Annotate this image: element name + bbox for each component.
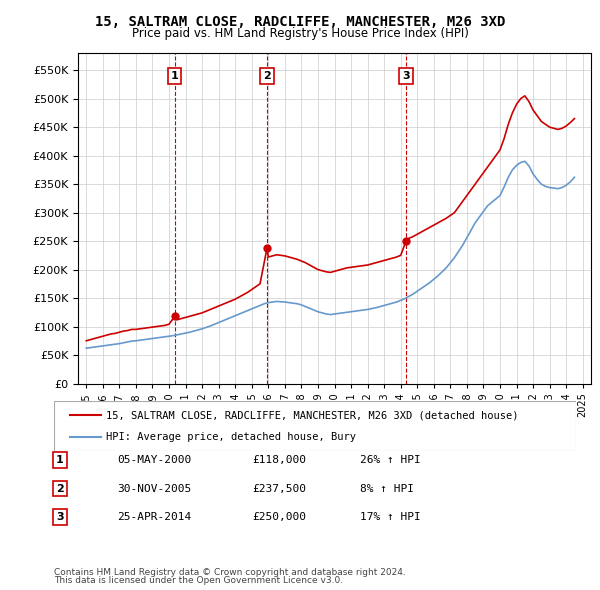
Text: 05-MAY-2000: 05-MAY-2000 [117, 455, 191, 465]
Text: HPI: Average price, detached house, Bury: HPI: Average price, detached house, Bury [106, 432, 356, 442]
Text: £250,000: £250,000 [252, 512, 306, 522]
Text: 15, SALTRAM CLOSE, RADCLIFFE, MANCHESTER, M26 3XD: 15, SALTRAM CLOSE, RADCLIFFE, MANCHESTER… [95, 15, 505, 29]
Text: Price paid vs. HM Land Registry's House Price Index (HPI): Price paid vs. HM Land Registry's House … [131, 27, 469, 40]
Text: This data is licensed under the Open Government Licence v3.0.: This data is licensed under the Open Gov… [54, 576, 343, 585]
Text: Contains HM Land Registry data © Crown copyright and database right 2024.: Contains HM Land Registry data © Crown c… [54, 568, 406, 577]
Text: £237,500: £237,500 [252, 484, 306, 493]
Text: 17% ↑ HPI: 17% ↑ HPI [360, 512, 421, 522]
Text: 8% ↑ HPI: 8% ↑ HPI [360, 484, 414, 493]
Text: 30-NOV-2005: 30-NOV-2005 [117, 484, 191, 493]
Text: 15, SALTRAM CLOSE, RADCLIFFE, MANCHESTER, M26 3XD (detached house): 15, SALTRAM CLOSE, RADCLIFFE, MANCHESTER… [106, 410, 519, 420]
FancyBboxPatch shape [54, 401, 576, 451]
Text: 3: 3 [56, 512, 64, 522]
Text: 2: 2 [263, 71, 271, 81]
Text: 25-APR-2014: 25-APR-2014 [117, 512, 191, 522]
Text: 26% ↑ HPI: 26% ↑ HPI [360, 455, 421, 465]
Text: 1: 1 [56, 455, 64, 465]
Text: 2: 2 [56, 484, 64, 493]
Text: 3: 3 [402, 71, 410, 81]
Text: £118,000: £118,000 [252, 455, 306, 465]
Text: 1: 1 [171, 71, 179, 81]
